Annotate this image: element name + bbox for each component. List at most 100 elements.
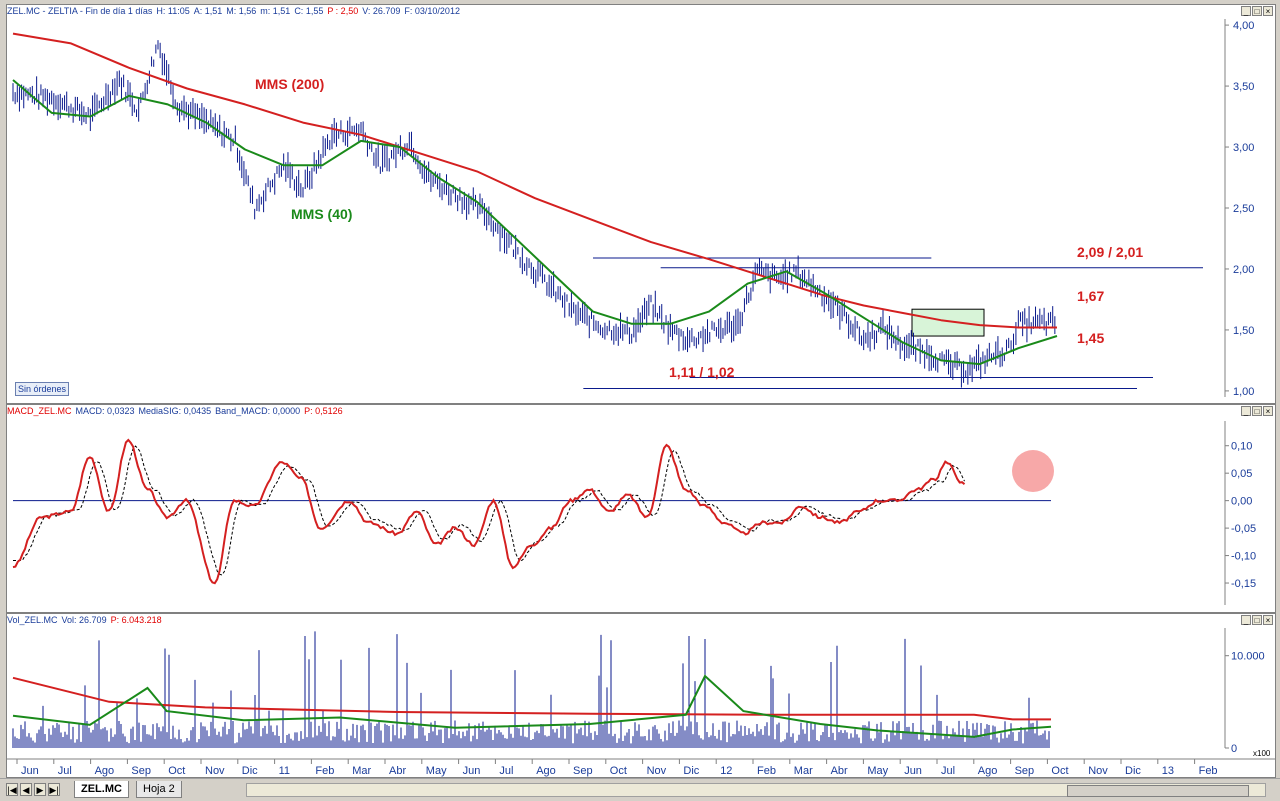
first-sheet-icon[interactable]: |◀ <box>6 783 18 796</box>
x-axis-label: Jun <box>904 765 922 777</box>
volume-scale-note: x100 <box>1253 749 1271 758</box>
macd-y-tick-label: 0,00 <box>1231 496 1252 508</box>
price-title-part-6: P : 2,50 <box>327 6 359 16</box>
x-axis-label: Ago <box>978 765 998 777</box>
x-axis-label: 13 <box>1162 765 1174 777</box>
x-axis-label: Feb <box>315 765 334 777</box>
price-title-part-2: A: 1,51 <box>193 6 223 16</box>
x-axis-label: Jul <box>58 765 72 777</box>
price-y-tick-label: 3,50 <box>1233 81 1254 93</box>
x-axis-label: 12 <box>720 765 732 777</box>
price-title-part-8: F: 03/10/2012 <box>404 6 460 16</box>
macd-pane-title: MACD_ZEL.MC MACD: 0,0323 MediaSIG: 0,0435 B… <box>7 405 1275 418</box>
x-axis-label: May <box>426 765 447 777</box>
next-sheet-icon[interactable]: ▶ <box>34 783 46 796</box>
price-y-tick-label: 2,00 <box>1233 264 1254 276</box>
sin-ordenes-button[interactable]: Sin órdenes <box>15 382 70 396</box>
tab-hoja-2[interactable]: Hoja 2 <box>136 781 182 798</box>
minimize-icon[interactable]: _ <box>1241 6 1251 16</box>
x-axis-label: Jul <box>499 765 513 777</box>
horizontal-scrollbar[interactable] <box>246 783 1266 797</box>
price-title-part-7: V: 26.709 <box>362 6 401 16</box>
volume-pane-title: Vol_ZEL.MC Vol: 26.709 P: 6.043.218 <box>7 614 1275 627</box>
x-axis-label: 11 <box>279 765 290 777</box>
sma40-label: MMS (40) <box>291 206 352 222</box>
x-axis-label: Nov <box>205 765 225 777</box>
x-axis-label: Oct <box>610 765 627 777</box>
volume-ma-long-line <box>12 676 1051 721</box>
macd-line <box>12 438 966 585</box>
support-label: 1,11 / 1,02 <box>669 364 735 380</box>
x-axis-label: Dic <box>683 765 699 777</box>
macd-chart: 0,10 0,05 0,00 -0,05 -0,10 -0,15 <box>12 421 1256 605</box>
minimize-icon[interactable]: _ <box>1241 406 1251 416</box>
volume-window-buttons: _ □ × <box>1241 615 1273 625</box>
close-icon[interactable]: × <box>1263 615 1273 625</box>
price-title-part-1: H: 11:05 <box>156 6 190 16</box>
x-axis-label: Abr <box>831 765 848 777</box>
price-y-tick-label: 2,50 <box>1233 203 1254 215</box>
macd-title-part-3: Band_MACD: 0,0000 <box>215 406 301 416</box>
x-axis-label: Mar <box>352 765 371 777</box>
macd-window-buttons: _ □ × <box>1241 406 1273 416</box>
x-axis-label: Dic <box>242 765 258 777</box>
prev-sheet-icon[interactable]: ◀ <box>20 783 32 796</box>
vol-title-part-1: Vol: 26.709 <box>61 615 107 625</box>
volume-y-tick-label: 0 <box>1231 743 1237 755</box>
x-axis-label: Oct <box>1051 765 1068 777</box>
macd-highlight-circle <box>1012 450 1054 492</box>
vol-title-part-0: Vol_ZEL.MC <box>7 615 58 625</box>
x-axis-label: Nov <box>1088 765 1108 777</box>
close-icon[interactable]: × <box>1263 406 1273 416</box>
volume-y-tick-label: 10.000 <box>1231 651 1265 663</box>
resistance-label: 2,09 / 2,01 <box>1077 244 1143 260</box>
scrollbar-thumb[interactable] <box>1067 785 1249 797</box>
macd-signal-line <box>13 445 965 576</box>
maximize-icon[interactable]: □ <box>1252 615 1262 625</box>
vol-title-part-2: P: 6.043.218 <box>110 615 162 625</box>
price-title-part-4: m: 1,51 <box>260 6 291 16</box>
x-axis-label: Jun <box>463 765 481 777</box>
macd-y-tick-label: -0,15 <box>1231 578 1256 590</box>
macd-y-tick-label: 0,05 <box>1231 468 1252 480</box>
x-axis-label: Jun <box>21 765 39 777</box>
price-y-tick-label: 3,00 <box>1233 142 1254 154</box>
minimize-icon[interactable]: _ <box>1241 615 1251 625</box>
sma40-line <box>12 79 1058 366</box>
macd-title-part-1: MACD: 0,0323 <box>75 406 135 416</box>
tab-zel-mc[interactable]: ZEL.MC <box>74 781 129 798</box>
price-pane-title: ZEL.MC - ZELTIA - Fin de día 1 días H: 11… <box>7 5 1275 18</box>
consolidation-box <box>911 308 985 337</box>
x-axis-label: May <box>867 765 888 777</box>
x-axis-label: Jul <box>941 765 955 777</box>
macd-y-tick-label: -0,05 <box>1231 523 1256 535</box>
price-y-tick-label: 4,00 <box>1233 20 1254 32</box>
price-window-buttons: _ □ × <box>1241 6 1273 16</box>
price-y-tick-label: 1,00 <box>1233 386 1254 398</box>
x-axis-label: Mar <box>794 765 813 777</box>
price-title-part-0: ZEL.MC - ZELTIA - Fin de día 1 días <box>7 6 153 16</box>
maximize-icon[interactable]: □ <box>1252 6 1262 16</box>
macd-y-tick-label: 0,10 <box>1231 441 1252 453</box>
last-sheet-icon[interactable]: ▶| <box>48 783 60 796</box>
x-axis-label: Feb <box>757 765 776 777</box>
lower-label: 1,45 <box>1077 330 1104 346</box>
maximize-icon[interactable]: □ <box>1252 406 1262 416</box>
volume-pane: Vol_ZEL.MC Vol: 26.709 P: 6.043.218 _ □ × … <box>6 613 1276 778</box>
sheet-tab-bar: |◀ ◀ ▶ ▶| ZEL.MC Hoja 2 <box>0 778 1280 801</box>
macd-title-part-0: MACD_ZEL.MC <box>7 406 72 416</box>
close-icon[interactable]: × <box>1263 6 1273 16</box>
x-axis-label: Sep <box>1015 765 1035 777</box>
macd-pane: MACD_ZEL.MC MACD: 0,0323 MediaSIG: 0,0435 B… <box>6 404 1276 613</box>
x-axis-label: Nov <box>647 765 667 777</box>
price-y-tick-label: 1,50 <box>1233 325 1254 337</box>
macd-y-tick-label: -0,10 <box>1231 551 1256 563</box>
x-axis-label: Sep <box>573 765 593 777</box>
price-chart: 1,00 1,50 2,00 2,50 3,00 3,50 4,00 MMS (200) MMS… <box>12 19 1254 398</box>
x-axis-label: Feb <box>1199 765 1218 777</box>
sma200-line <box>12 32 1057 329</box>
x-axis-label: Oct <box>168 765 185 777</box>
x-axis-label: Ago <box>95 765 115 777</box>
x-axis-label: Sep <box>131 765 151 777</box>
macd-title-part-2: MediaSIG: 0,0435 <box>138 406 212 416</box>
